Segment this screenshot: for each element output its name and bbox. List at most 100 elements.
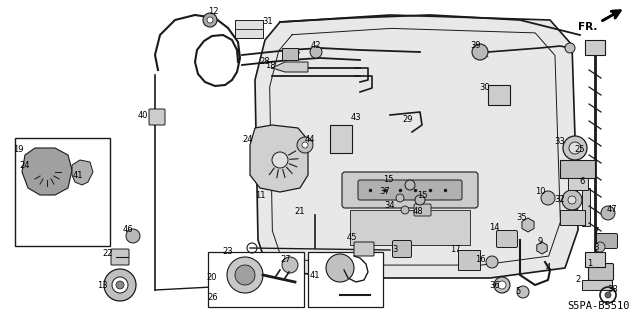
- Text: 26: 26: [208, 293, 218, 301]
- Circle shape: [472, 44, 488, 60]
- Text: 34: 34: [385, 201, 396, 210]
- Circle shape: [401, 206, 409, 214]
- Text: 39: 39: [470, 41, 481, 49]
- Bar: [235, 20, 263, 38]
- Bar: [282, 48, 298, 60]
- Text: 21: 21: [295, 207, 305, 217]
- Circle shape: [568, 196, 576, 204]
- Text: 29: 29: [403, 115, 413, 124]
- Text: 24: 24: [20, 160, 30, 169]
- Text: 4: 4: [545, 263, 550, 272]
- Polygon shape: [250, 125, 308, 192]
- Text: 25: 25: [575, 145, 585, 154]
- Text: 47: 47: [607, 205, 618, 214]
- FancyBboxPatch shape: [596, 234, 618, 249]
- Circle shape: [563, 136, 587, 160]
- Text: 10: 10: [535, 188, 545, 197]
- Text: 33: 33: [555, 137, 565, 146]
- Polygon shape: [272, 62, 308, 72]
- Text: 11: 11: [255, 190, 265, 199]
- Text: 8: 8: [593, 243, 598, 253]
- Bar: [458, 250, 480, 270]
- Text: 46: 46: [123, 226, 133, 234]
- Text: 37: 37: [380, 188, 390, 197]
- Circle shape: [126, 229, 140, 243]
- Text: 12: 12: [208, 8, 218, 17]
- Polygon shape: [72, 160, 93, 185]
- Text: 15: 15: [417, 190, 428, 199]
- Bar: [330, 125, 352, 153]
- Text: 1: 1: [588, 258, 593, 268]
- Text: 35: 35: [516, 213, 527, 222]
- Text: 20: 20: [207, 273, 217, 283]
- Text: 43: 43: [351, 114, 362, 122]
- Circle shape: [116, 281, 124, 289]
- Circle shape: [601, 206, 615, 220]
- Text: 6: 6: [579, 177, 585, 187]
- FancyBboxPatch shape: [342, 172, 478, 208]
- Circle shape: [207, 17, 213, 23]
- Text: 5: 5: [515, 287, 520, 296]
- Circle shape: [112, 277, 128, 293]
- Text: 40: 40: [138, 110, 148, 120]
- Bar: [585, 252, 605, 267]
- Circle shape: [302, 142, 308, 148]
- Circle shape: [562, 190, 582, 210]
- Text: FR.: FR.: [578, 22, 597, 32]
- Text: 16: 16: [475, 256, 485, 264]
- Text: 23: 23: [223, 248, 234, 256]
- Text: 41: 41: [310, 271, 320, 279]
- Circle shape: [282, 257, 298, 273]
- FancyBboxPatch shape: [414, 204, 431, 216]
- Bar: [582, 188, 590, 226]
- Text: 30: 30: [480, 84, 490, 93]
- Circle shape: [235, 265, 255, 285]
- Circle shape: [569, 142, 581, 154]
- Text: 22: 22: [103, 249, 113, 258]
- Bar: [582, 280, 612, 290]
- Circle shape: [203, 13, 217, 27]
- Text: 19: 19: [13, 145, 23, 154]
- Text: 38: 38: [607, 286, 618, 294]
- Text: 45: 45: [347, 234, 357, 242]
- Bar: [350, 210, 470, 245]
- Circle shape: [396, 194, 404, 202]
- Text: 48: 48: [413, 207, 423, 217]
- FancyBboxPatch shape: [354, 242, 374, 256]
- Bar: [308, 252, 383, 307]
- Bar: [488, 85, 510, 105]
- Circle shape: [498, 281, 506, 289]
- Text: 13: 13: [97, 281, 108, 291]
- Circle shape: [595, 242, 605, 252]
- Text: 31: 31: [262, 18, 273, 26]
- Bar: [568, 178, 588, 190]
- Circle shape: [415, 195, 425, 205]
- Text: 44: 44: [305, 136, 316, 145]
- Text: 9: 9: [538, 238, 543, 247]
- Circle shape: [486, 256, 498, 268]
- Text: 14: 14: [489, 224, 499, 233]
- FancyBboxPatch shape: [497, 231, 518, 248]
- Circle shape: [297, 137, 313, 153]
- Circle shape: [517, 286, 529, 298]
- Circle shape: [227, 257, 263, 293]
- Text: 28: 28: [260, 57, 270, 66]
- Text: 32: 32: [555, 196, 565, 204]
- Circle shape: [565, 43, 575, 53]
- Text: 17: 17: [450, 246, 460, 255]
- Text: 2: 2: [575, 276, 580, 285]
- FancyBboxPatch shape: [392, 241, 412, 257]
- Bar: [208, 252, 304, 307]
- Text: 27: 27: [281, 256, 291, 264]
- Text: 15: 15: [383, 175, 393, 184]
- Text: 36: 36: [490, 280, 500, 290]
- Text: 3: 3: [392, 246, 397, 255]
- Circle shape: [405, 180, 415, 190]
- Bar: [585, 40, 605, 55]
- Text: 7: 7: [593, 227, 598, 236]
- Polygon shape: [255, 15, 578, 278]
- Circle shape: [541, 191, 555, 205]
- Polygon shape: [22, 148, 72, 195]
- Bar: [560, 210, 585, 225]
- Text: 18: 18: [265, 61, 275, 70]
